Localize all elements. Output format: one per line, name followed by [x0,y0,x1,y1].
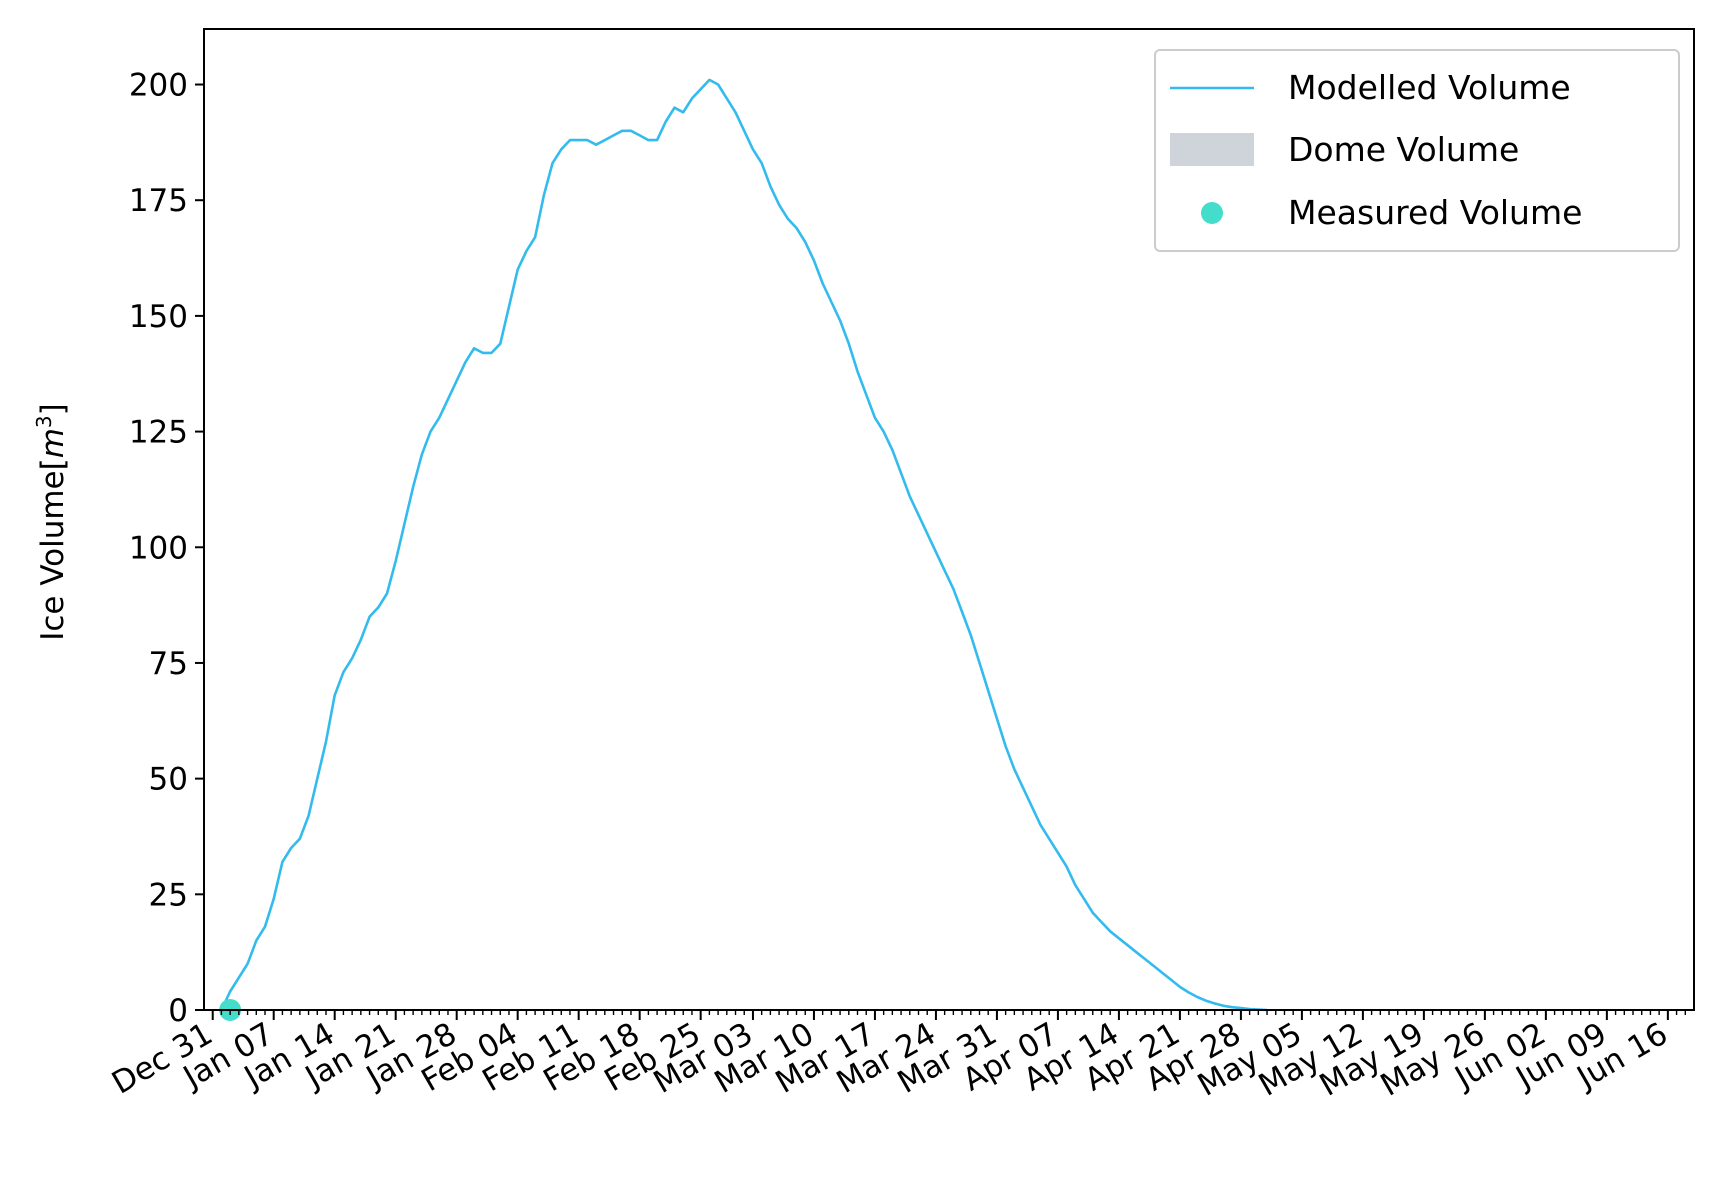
y-tick-label: 50 [149,762,188,798]
legend-entry-label: Dome Volume [1288,130,1519,169]
y-tick-label: 25 [149,877,188,913]
legend-area-swatch [1170,133,1254,166]
legend-box [1154,49,1680,252]
legend: Modelled Volume Dome Volume Measured Volum… [1154,49,1680,252]
modelled-volume-line [220,78,1268,1012]
y-tick-label: 0 [168,993,188,1029]
legend-entry-label: Modelled Volume [1288,68,1571,107]
y-tick-label: 125 [129,415,188,451]
y-tick-label: 150 [129,299,188,335]
y-tick-label: 100 [129,530,188,566]
y-axis-label: Ice Volume[m3] [32,403,71,641]
legend-marker-swatch [1201,202,1223,224]
axes-frame [203,28,1695,1011]
y-tick-label: 75 [149,646,188,682]
legend-entry-label: Measured Volume [1288,193,1582,232]
y-tick-label: 175 [129,183,188,219]
y-tick-label: 200 [129,68,188,104]
